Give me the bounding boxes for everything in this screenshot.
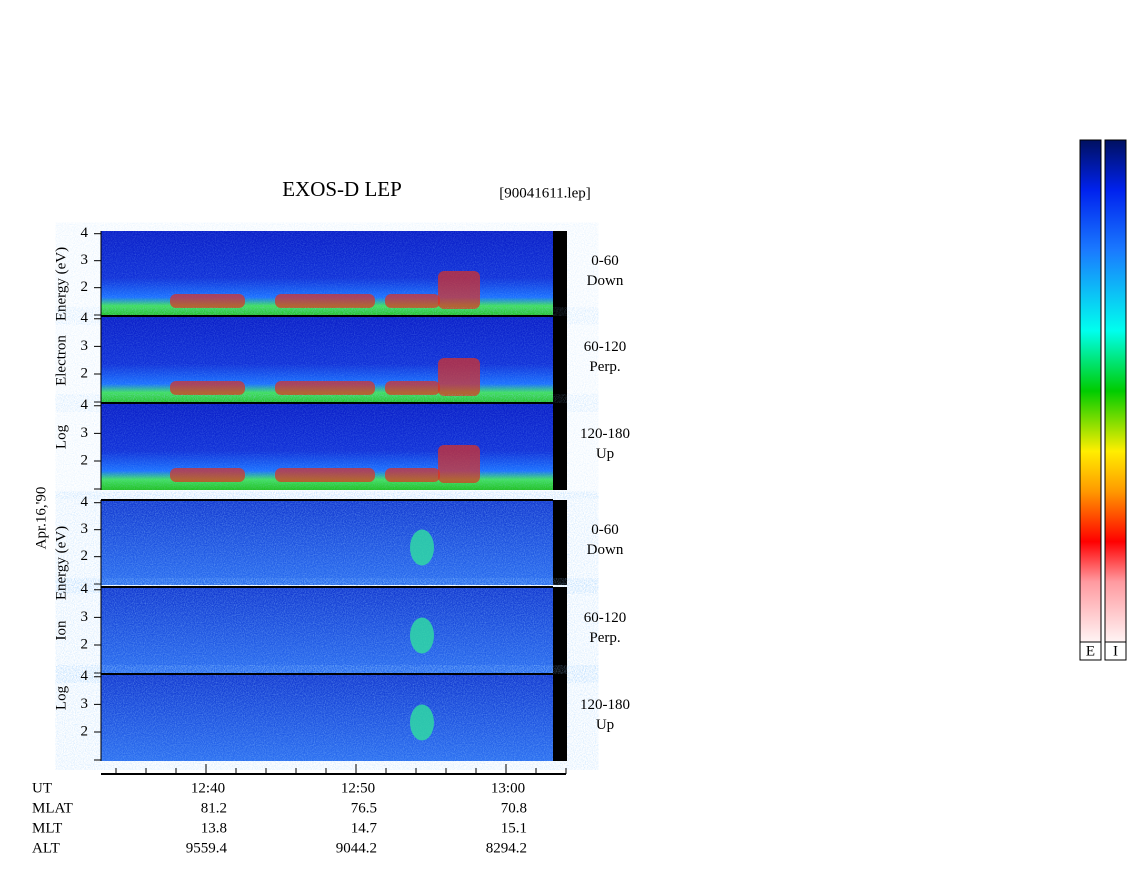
spectrum-band (410, 529, 434, 566)
title: EXOS-D LEP (282, 177, 402, 201)
panel-edge (553, 587, 567, 674)
panel-edge (553, 500, 567, 585)
y-axis-label: Energy (eV) (53, 526, 69, 600)
y-axis-label: Log (53, 685, 69, 710)
panel-edge (553, 403, 567, 490)
row-value: 14.7 (351, 820, 378, 836)
row-value: 70.8 (501, 800, 527, 816)
spectrum-band (385, 294, 440, 308)
y-tick-label: 3 (81, 609, 89, 625)
direction: Up (596, 446, 614, 462)
row-value: 9044.2 (336, 840, 377, 856)
row-label: MLAT (32, 800, 73, 816)
y-tick-label: 3 (81, 252, 89, 268)
spectrum-band (438, 358, 480, 396)
pitch-angle: 60-120 (584, 610, 627, 626)
file-name: [90041611.lep] (499, 185, 591, 201)
y-tick-label: 4 (81, 225, 89, 241)
pitch-angle: 0-60 (591, 253, 619, 269)
row-value: 13.8 (201, 820, 227, 836)
spectrum-band (170, 468, 245, 482)
row-value: 81.2 (201, 800, 227, 816)
panel-edge (553, 316, 567, 403)
row-label: ALT (32, 840, 60, 856)
pitch-angle: 60-120 (584, 339, 627, 355)
y-tick-label: 4 (81, 668, 89, 684)
spectrum-band (275, 294, 375, 308)
panel-texture (101, 587, 553, 674)
x-tick-label: 12:40 (191, 780, 225, 796)
y-tick-label: 2 (81, 452, 89, 468)
y-tick-label: 3 (81, 521, 89, 537)
date: Apr.16,'90 (33, 487, 49, 550)
x-tick-label: 12:50 (341, 780, 375, 796)
spectrum-band (410, 704, 434, 741)
colorbar (1079, 139, 1102, 643)
row-value: 15.1 (501, 820, 527, 836)
y-axis-label: Ion (53, 620, 69, 640)
spectrum-band (410, 617, 434, 654)
panel-edge (553, 231, 567, 316)
y-tick-label: 3 (81, 425, 89, 441)
direction: Down (587, 273, 624, 289)
pitch-angle: 0-60 (591, 522, 619, 538)
panel-texture (101, 500, 553, 585)
spectrum-band (438, 445, 480, 483)
y-axis-label: Electron (53, 335, 69, 386)
row-label: UT (32, 780, 52, 796)
colorbar-label-box (1104, 641, 1127, 661)
spectrum-band (170, 381, 245, 395)
y-tick-label: 2 (81, 548, 89, 564)
panel-texture (101, 674, 553, 761)
colorbar (1104, 139, 1127, 643)
y-tick-label: 4 (81, 397, 89, 413)
y-tick-label: 2 (81, 723, 89, 739)
spectrum-band (275, 381, 375, 395)
y-tick-label: 2 (81, 279, 89, 295)
y-tick-label: 2 (81, 636, 89, 652)
y-tick-label: 4 (81, 494, 89, 510)
colorbar-label: I (1113, 643, 1118, 659)
y-tick-label: 2 (81, 365, 89, 381)
direction: Down (587, 542, 624, 558)
row-label: MLT (32, 820, 62, 836)
row-value: 76.5 (351, 800, 377, 816)
direction: Perp. (589, 359, 620, 375)
y-tick-label: 3 (81, 338, 89, 354)
y-tick-label: 4 (81, 310, 89, 326)
y-tick-label: 4 (81, 581, 89, 597)
y-axis-label: Energy (eV) (53, 247, 69, 321)
panel-edge (553, 674, 567, 761)
direction: Perp. (589, 630, 620, 646)
spectrum-band (170, 294, 245, 308)
spectrum-band (385, 381, 440, 395)
pitch-angle: 120-180 (580, 697, 630, 713)
colorbar-label-box (1079, 641, 1102, 661)
row-value: 8294.2 (486, 840, 527, 856)
colorbar-label: E (1086, 643, 1095, 659)
x-tick-label: 13:00 (491, 780, 525, 796)
spectrum-band (275, 468, 375, 482)
row-value: 9559.4 (186, 840, 228, 856)
y-tick-label: 3 (81, 696, 89, 712)
spectrum-band (438, 271, 480, 309)
y-axis-label: Log (53, 424, 69, 449)
pitch-angle: 120-180 (580, 426, 630, 442)
direction: Up (596, 717, 614, 733)
spectrum-band (385, 468, 440, 482)
